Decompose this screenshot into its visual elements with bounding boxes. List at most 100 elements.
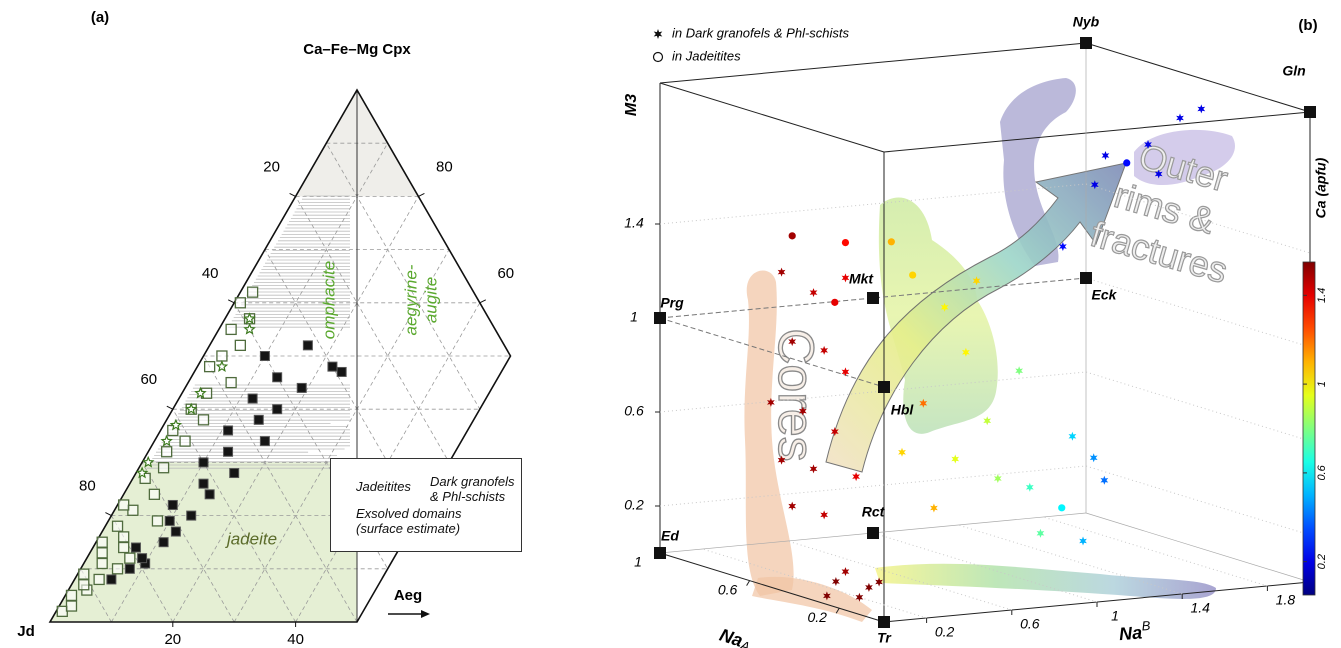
point (327, 361, 338, 372)
point (253, 414, 264, 425)
point (994, 474, 1002, 483)
point (179, 435, 191, 447)
cores-label: Cores (768, 328, 824, 461)
point (788, 337, 797, 347)
tick-label: 20 (164, 631, 181, 648)
colorbar-label: Ca (apfu) (1313, 157, 1329, 218)
point (1197, 104, 1206, 114)
point (118, 499, 130, 511)
reference-line (659, 317, 885, 388)
point (170, 526, 181, 537)
point (1154, 169, 1163, 179)
tick-mark (418, 192, 425, 197)
point (1101, 151, 1110, 160)
point (1079, 536, 1087, 546)
axis-label-sup: B (1141, 618, 1151, 634)
point (1059, 242, 1067, 251)
legend-marker (652, 51, 664, 63)
point (972, 276, 981, 286)
point (841, 239, 850, 247)
point (78, 568, 90, 580)
cube-edge (659, 552, 885, 623)
point (777, 455, 786, 465)
point (167, 499, 178, 510)
point (161, 446, 173, 458)
point (111, 563, 124, 575)
point (875, 577, 883, 587)
axis-label-main: Na (1118, 622, 1142, 644)
endmember-label: Hbl (891, 402, 915, 418)
tick-mark (105, 512, 112, 517)
grid-line (233, 302, 419, 622)
tick-label: 20 (263, 158, 280, 175)
field-label: jadeite (225, 529, 277, 548)
point (225, 323, 237, 336)
field-shading (744, 78, 1236, 622)
endmember-label: Mkt (849, 271, 874, 287)
point (142, 455, 155, 468)
tick-mark (166, 405, 174, 410)
grid-line (541, 516, 602, 622)
point (919, 398, 928, 408)
axis-label: M3 (623, 94, 640, 116)
point (841, 567, 850, 577)
point (1176, 113, 1184, 123)
endmember-marker (654, 547, 666, 559)
point (831, 298, 839, 306)
endmember-marker (1080, 37, 1092, 49)
reference-line (659, 277, 1087, 319)
legend-label: Exsolved domains (surface estimate) (356, 506, 462, 536)
point (148, 488, 161, 500)
legend-box (330, 458, 522, 552)
vertex-label: Jd (17, 623, 35, 640)
tick-label: 80 (79, 478, 96, 495)
point (830, 427, 839, 437)
tick-label: 1.8 (1276, 592, 1296, 608)
tick-label: 80 (436, 158, 453, 175)
endmember-marker (1080, 272, 1092, 284)
endmember-marker (878, 381, 890, 393)
tick-mark (746, 580, 751, 586)
grid-line (111, 143, 389, 622)
point (164, 515, 175, 526)
grid-line (659, 277, 1311, 348)
point (197, 414, 210, 426)
point (1058, 504, 1066, 512)
point (296, 382, 307, 393)
point (272, 404, 283, 415)
point (246, 286, 259, 298)
endmember-marker (867, 292, 879, 304)
legend-label: in Dark granofels & Phl-schists (672, 25, 850, 40)
point (106, 574, 117, 585)
endmember-label: Eck (1092, 287, 1118, 303)
tick-label: 1 (630, 309, 638, 325)
point (962, 347, 970, 357)
point (809, 464, 818, 474)
grid-line (659, 371, 1311, 442)
cube-edge (883, 111, 1311, 153)
point (243, 322, 256, 335)
point (909, 271, 917, 279)
point (96, 547, 108, 559)
point (832, 577, 840, 586)
point (855, 592, 864, 602)
grid-line (659, 183, 1311, 254)
tick-label: 1.4 (1190, 600, 1210, 616)
point (247, 393, 258, 404)
point (223, 446, 234, 457)
point (1090, 180, 1099, 190)
point (841, 367, 850, 377)
point (1068, 431, 1077, 441)
endmember-label: Gln (1282, 63, 1305, 79)
tick-label: 0.2 (807, 609, 827, 625)
point (158, 537, 169, 548)
point (259, 436, 270, 447)
point (111, 520, 124, 532)
point (203, 360, 216, 373)
point (336, 366, 347, 377)
point (229, 468, 240, 479)
grid-line (203, 355, 358, 622)
legend-label: in Jadeitites (672, 48, 741, 63)
tick-label: 60 (140, 371, 157, 388)
